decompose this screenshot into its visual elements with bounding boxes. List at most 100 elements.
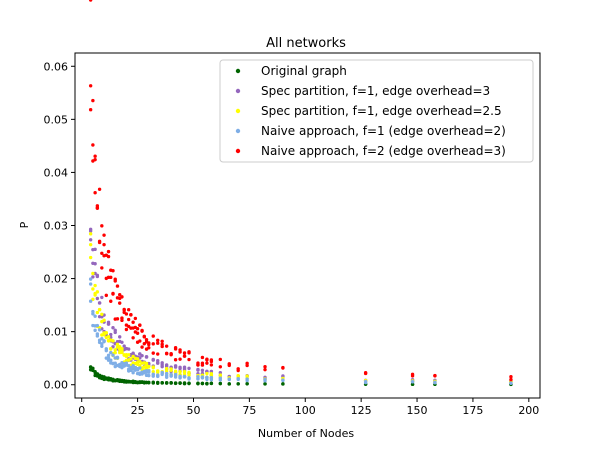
data-point xyxy=(281,378,285,382)
legend-label: Naive approach, f=1 (edge overhead=2) xyxy=(261,124,506,138)
data-point xyxy=(218,365,223,369)
data-point xyxy=(209,363,214,367)
data-point xyxy=(160,381,164,385)
data-point xyxy=(160,342,164,346)
x-tick-label: 200 xyxy=(518,404,539,417)
x-tick-label: 125 xyxy=(351,404,372,417)
data-point xyxy=(281,366,285,370)
data-point xyxy=(218,370,223,375)
data-point xyxy=(160,371,164,375)
data-point xyxy=(236,374,240,378)
data-point xyxy=(160,339,164,343)
data-point xyxy=(147,346,151,350)
data-point xyxy=(135,331,140,335)
y-tick-label: 0.03 xyxy=(44,220,69,233)
data-point xyxy=(95,206,100,210)
data-point xyxy=(120,340,124,344)
data-point xyxy=(205,361,209,365)
data-point xyxy=(93,314,97,318)
data-point xyxy=(144,354,149,359)
legend-box xyxy=(219,59,534,163)
data-point xyxy=(91,287,95,291)
data-point xyxy=(88,282,93,286)
data-point xyxy=(140,353,144,358)
data-point xyxy=(113,348,117,352)
data-point xyxy=(129,357,133,361)
data-point xyxy=(88,84,93,88)
data-point xyxy=(363,371,368,376)
data-point xyxy=(263,367,267,372)
data-point xyxy=(129,313,133,317)
data-point xyxy=(113,328,117,332)
data-point xyxy=(151,380,155,385)
data-point xyxy=(97,328,102,332)
x-axis-ticks: 0 25 50 75 100 125 150 175 200 xyxy=(78,398,539,417)
data-point xyxy=(509,377,513,382)
data-point xyxy=(433,373,437,378)
data-point xyxy=(178,350,182,354)
data-point xyxy=(263,365,267,369)
data-point xyxy=(205,377,209,382)
x-tick-label: 75 xyxy=(242,404,256,417)
data-point xyxy=(205,371,209,376)
data-point xyxy=(113,350,117,355)
data-point xyxy=(102,233,106,237)
data-point xyxy=(142,334,147,339)
data-point xyxy=(88,277,93,281)
data-point xyxy=(115,284,120,288)
y-tick-label: 0.06 xyxy=(44,60,69,73)
legend-label: Spec partition, f=1, edge overhead=2.5 xyxy=(261,104,502,118)
data-point xyxy=(118,345,122,349)
legend: Original graph Spec partition, f=1, edge … xyxy=(219,59,534,163)
data-point xyxy=(97,307,102,312)
data-point xyxy=(106,322,111,326)
data-point xyxy=(111,353,115,357)
data-point xyxy=(173,365,178,369)
data-point xyxy=(93,293,97,297)
data-point xyxy=(124,312,129,316)
data-point xyxy=(109,332,113,337)
data-point xyxy=(182,370,187,375)
data-point xyxy=(410,382,415,387)
data-point xyxy=(104,293,108,298)
data-point xyxy=(164,351,169,356)
data-point xyxy=(115,317,120,321)
data-point xyxy=(100,312,104,316)
data-point xyxy=(100,224,104,228)
data-point xyxy=(131,354,135,359)
data-point xyxy=(95,274,100,279)
x-tick-label: 0 xyxy=(78,404,85,417)
data-point xyxy=(88,255,93,260)
data-point xyxy=(93,157,97,162)
y-tick-label: 0.04 xyxy=(44,166,69,179)
data-point xyxy=(196,381,200,386)
data-point xyxy=(209,376,214,380)
data-point xyxy=(151,365,155,369)
data-point xyxy=(187,381,191,385)
data-point xyxy=(151,372,155,377)
x-axis-label: Number of Nodes xyxy=(258,427,354,440)
data-point xyxy=(95,334,100,338)
data-point xyxy=(147,370,151,374)
data-point xyxy=(156,381,160,385)
data-point xyxy=(173,372,178,377)
data-point xyxy=(281,382,285,386)
data-point xyxy=(97,240,102,245)
data-point xyxy=(169,381,173,385)
data-point xyxy=(151,369,155,374)
data-point xyxy=(91,275,95,279)
data-point xyxy=(227,382,231,386)
data-point xyxy=(93,283,97,288)
data-point xyxy=(178,357,182,361)
data-point xyxy=(182,354,187,358)
legend-marker xyxy=(235,108,241,114)
data-point xyxy=(88,108,93,112)
legend-label: Spec partition, f=1, edge overhead=3 xyxy=(261,84,490,98)
data-point xyxy=(410,372,415,377)
data-point xyxy=(227,363,231,368)
data-point xyxy=(410,380,415,384)
data-point xyxy=(200,368,205,373)
data-point xyxy=(187,351,191,355)
data-point xyxy=(126,353,131,357)
